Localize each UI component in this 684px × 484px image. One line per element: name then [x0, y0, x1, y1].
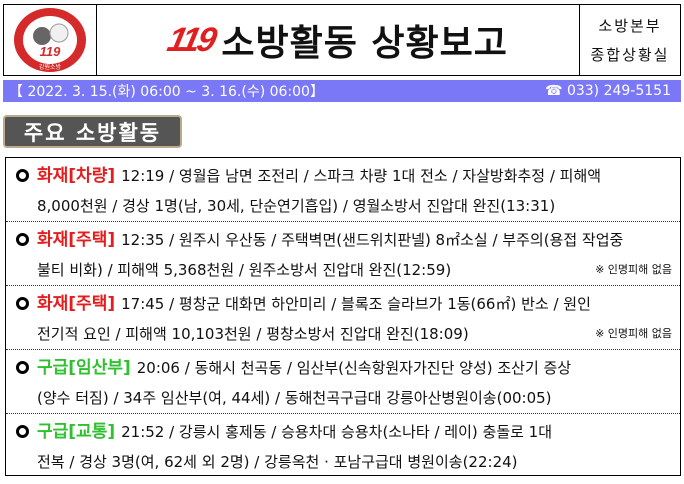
entry-category: 구급[임산부]	[37, 358, 131, 378]
entry-category: 화재[차량]	[37, 166, 116, 186]
title-119-emblem: 119	[164, 20, 218, 59]
title-cell: 119 소방활동 상황보고	[97, 5, 580, 75]
org-line2: 종합상황실	[590, 46, 670, 64]
entry-note: ※ 인명피해 없음	[595, 263, 672, 276]
circle-bullet-icon	[16, 425, 29, 438]
list-item: 화재[차량] 12:19 / 영월읍 남면 조전리 / 스파크 차량 1대 전소 …	[6, 158, 680, 222]
entry-line2: (양수 터짐) / 34주 임산부(여, 44세) / 동해천곡구급대 강릉아산…	[37, 389, 552, 407]
entry-line1: 21:52 / 강릉시 홍제동 / 승용차대 승용차(소나타 / 레이) 충돌로…	[121, 423, 553, 441]
entry-category: 화재[주택]	[37, 230, 116, 250]
entry-line2: 8,000천원 / 경상 1명(남, 30세, 단순연기흡입) / 영월소방서 …	[37, 197, 556, 215]
entry-line1: 12:35 / 원주시 우산동 / 주택벽면(샌드위치판넬) 8㎡소실 / 부주…	[121, 231, 624, 249]
circle-bullet-icon	[16, 297, 29, 310]
report-header: 119 강원소방 119 소방활동 상황보고 소방본부 종합상황실	[3, 4, 681, 76]
entry-category: 화재[주택]	[37, 294, 116, 314]
svg-text:강원소방: 강원소방	[39, 63, 62, 71]
report-period: 【 2022. 3. 15.(화) 06:00 ~ 3. 16.(수) 06:0…	[9, 84, 324, 100]
entry-line2: 전기적 요인 / 피해액 10,103천원 / 평창소방서 진압대 완진(18:…	[37, 325, 469, 343]
gangwon-fire-logo: 119 강원소방	[14, 8, 86, 72]
list-item: 구급[교통] 21:52 / 강릉시 홍제동 / 승용차대 승용차(소나타 / 레…	[6, 414, 680, 478]
list-item: 구급[임산부] 20:06 / 동해시 천곡동 / 임산부(신속항원자가진단 양성…	[6, 350, 680, 414]
entry-category: 구급[교통]	[37, 422, 116, 442]
entry-line1: 20:06 / 동해시 천곡동 / 임산부(신속항원자가진단 양성) 조산기 증…	[136, 359, 572, 377]
list-item: 화재[주택] 17:45 / 평창군 대화면 하안미리 / 블록조 슬라브가 1동…	[6, 286, 680, 350]
org-cell: 소방본부 종합상황실	[580, 5, 680, 75]
entry-note: ※ 인명피해 없음	[595, 327, 672, 340]
entry-line2: 전복 / 경상 3명(여, 62세 외 2명) / 강릉옥천 · 포남구급대 병…	[37, 453, 518, 471]
page-title: 소방활동 상황보고	[221, 23, 508, 64]
entry-line1: 17:45 / 평창군 대화면 하안미리 / 블록조 슬라브가 1동(66㎡) …	[121, 295, 591, 313]
list-item: 화재[주택] 12:35 / 원주시 우산동 / 주택벽면(샌드위치판넬) 8㎡소…	[6, 222, 680, 286]
period-bar: 【 2022. 3. 15.(화) 06:00 ~ 3. 16.(수) 06:0…	[3, 80, 681, 102]
activity-list: 화재[차량] 12:19 / 영월읍 남면 조전리 / 스파크 차량 1대 전소 …	[5, 157, 681, 476]
logo-cell: 119 강원소방	[4, 5, 97, 75]
circle-bullet-icon	[16, 233, 29, 246]
org-line1: 소방본부	[598, 17, 662, 35]
circle-bullet-icon	[16, 361, 29, 374]
circle-bullet-icon	[16, 169, 29, 182]
section-title: 주요 소방활동	[3, 115, 182, 148]
svg-text:119: 119	[40, 44, 61, 59]
entry-line2: 불티 비화) / 피해액 5,368천원 / 원주소방서 진압대 완진(12:5…	[37, 261, 452, 279]
entry-line1: 12:19 / 영월읍 남면 조전리 / 스파크 차량 1대 전소 / 자살방화…	[121, 167, 602, 185]
phone-number: ☎ 033) 249-5151	[545, 83, 671, 99]
